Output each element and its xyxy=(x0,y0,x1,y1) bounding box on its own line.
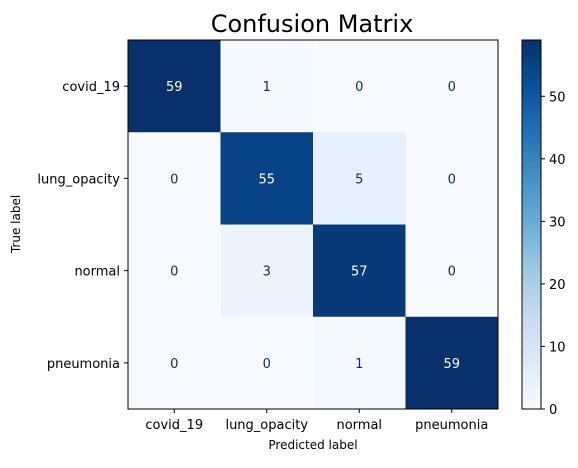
cell-value-label: 57 xyxy=(351,265,368,280)
colorbar-tick-label: 0 xyxy=(549,403,557,418)
heatmap-cell xyxy=(128,132,221,225)
heatmap-cell xyxy=(405,132,499,225)
cell-value-label: 55 xyxy=(258,172,275,187)
heatmap-cell xyxy=(220,316,314,410)
cell-value-label: 0 xyxy=(170,172,178,187)
colorbar-ticks: 0 10 20 30 40 50 xyxy=(541,90,566,418)
x-tick-label: lung_opacity xyxy=(225,418,308,433)
cell-value-label: 0 xyxy=(355,80,363,95)
heatmap-cell xyxy=(128,224,221,318)
cell-value-label: 0 xyxy=(448,172,456,187)
y-tick-label: pneumonia xyxy=(47,357,120,372)
heatmap-cell xyxy=(128,40,221,133)
heatmap-cell xyxy=(405,40,499,133)
y-tick-label: normal xyxy=(74,265,120,280)
colorbar-tick-label: 10 xyxy=(549,340,566,355)
x-tick-label: pneumonia xyxy=(415,418,488,433)
cell-value-label: 0 xyxy=(170,265,178,280)
x-axis-label: Predicted label xyxy=(268,438,357,452)
cell-value-label: 0 xyxy=(448,265,456,280)
heatmap-cell-labels: 59 1 0 00 55 5 00 3 57 00 0 1 59 xyxy=(166,80,460,372)
y-axis-label: True label xyxy=(9,195,23,254)
colorbar-tick-label: 30 xyxy=(549,215,566,230)
plot-frame xyxy=(127,39,499,410)
colorbar-tick-label: 50 xyxy=(549,90,566,105)
cell-value-label: 1 xyxy=(263,80,271,95)
cell-value-label: 1 xyxy=(355,357,363,372)
heatmap-cell xyxy=(313,224,406,318)
heatmap-cell xyxy=(220,224,314,318)
heatmap-cell xyxy=(405,224,499,318)
y-tick-label: lung_opacity xyxy=(37,172,120,187)
y-tick-label: covid_19 xyxy=(62,80,120,95)
cell-value-label: 0 xyxy=(263,357,271,372)
cell-value-label: 5 xyxy=(355,172,363,187)
cell-value-label: 0 xyxy=(448,80,456,95)
cell-value-label: 3 xyxy=(263,265,271,280)
colorbar xyxy=(521,39,542,410)
heatmap-cell xyxy=(128,316,221,410)
x-axis-ticks: covid_19 lung_opacity normal pneumonia xyxy=(145,409,488,433)
cell-value-label: 59 xyxy=(443,357,460,372)
heatmap-cell xyxy=(405,316,499,410)
chart-title: Confusion Matrix xyxy=(211,10,414,38)
colorbar-tick-label: 40 xyxy=(549,153,566,168)
x-tick-label: covid_19 xyxy=(145,418,203,433)
x-tick-label: normal xyxy=(336,418,382,433)
colorbar-tick-label: 20 xyxy=(549,278,566,293)
heatmap-cell xyxy=(220,132,314,225)
cell-value-label: 0 xyxy=(170,357,178,372)
cell-value-label: 59 xyxy=(166,80,183,95)
heatmap-cell xyxy=(313,132,406,225)
heatmap-cell xyxy=(313,316,406,410)
heatmap-cells xyxy=(128,40,499,410)
heatmap-cell xyxy=(220,40,314,133)
heatmap-cell xyxy=(313,40,406,133)
